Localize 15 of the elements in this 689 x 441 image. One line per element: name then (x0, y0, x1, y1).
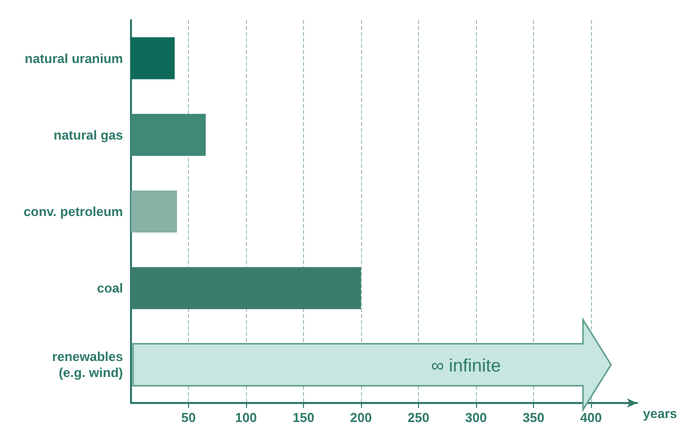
x-tick-label: 200 (350, 410, 372, 425)
x-tick-label: 300 (465, 410, 487, 425)
x-tick-label: 250 (408, 410, 430, 425)
y-tick-label: renewables (e.g. wind) (52, 349, 123, 380)
x-axis-title: years (643, 406, 678, 421)
x-tick-label: 100 (235, 410, 257, 425)
x-tick-label: 50 (181, 410, 196, 425)
y-tick-label: conv. petroleum (24, 204, 123, 219)
x-tick-label: 150 (292, 410, 314, 425)
y-tick-label: natural gas (54, 127, 123, 142)
x-tick-label: 350 (522, 410, 544, 425)
y-tick-label: natural uranium (24, 50, 123, 66)
y-tick-label: coal (96, 280, 123, 296)
annotation: ∞ infinite (431, 356, 501, 376)
x-tick-label: 400 (580, 410, 602, 425)
